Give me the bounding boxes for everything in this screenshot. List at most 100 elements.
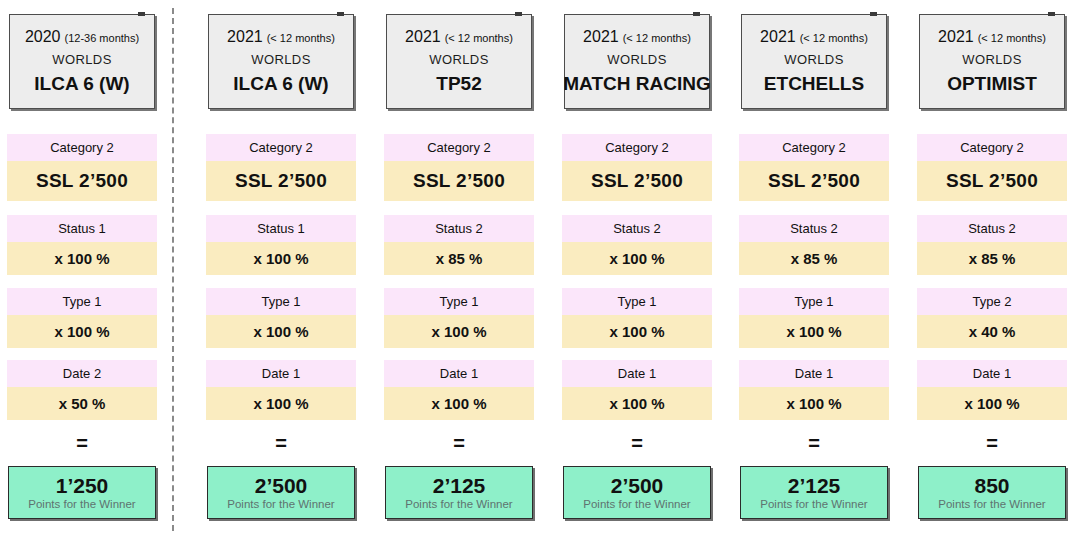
status-label: Status 2 bbox=[384, 215, 534, 242]
category-unit: Category 2 SSL 2’500 bbox=[7, 134, 157, 201]
status-unit: Status 2 x 100 % bbox=[562, 215, 712, 275]
event-period: (< 12 months) bbox=[800, 32, 868, 44]
category-unit: Category 2 SSL 2’500 bbox=[917, 134, 1067, 201]
status-unit: Status 1 x 100 % bbox=[7, 215, 157, 275]
category-value: SSL 2’500 bbox=[917, 161, 1067, 201]
category-label: Category 2 bbox=[739, 134, 889, 161]
date-label: Date 1 bbox=[384, 360, 534, 387]
type-multiplier: x 100 % bbox=[562, 315, 712, 348]
equals-sign: = bbox=[384, 420, 534, 466]
category-label: Category 2 bbox=[206, 134, 356, 161]
event-level: WORLDS bbox=[251, 52, 310, 67]
date-unit: Date 1 x 100 % bbox=[562, 360, 712, 420]
date-unit: Date 1 x 100 % bbox=[917, 360, 1067, 420]
status-multiplier: x 85 % bbox=[739, 242, 889, 275]
date-label: Date 1 bbox=[739, 360, 889, 387]
equals-sign: = bbox=[917, 420, 1067, 466]
date-multiplier: x 100 % bbox=[206, 387, 356, 420]
event-class-name: MATCH RACING bbox=[563, 73, 710, 95]
category-unit: Category 2 SSL 2’500 bbox=[562, 134, 712, 201]
result-box: 2’125 Points for the Winner bbox=[385, 466, 533, 519]
date-unit: Date 1 x 100 % bbox=[739, 360, 889, 420]
category-label: Category 2 bbox=[562, 134, 712, 161]
event-year: 2021 bbox=[405, 28, 441, 46]
event-header-box: 2021 (< 12 months) WORLDS OPTIMIST bbox=[919, 14, 1065, 109]
result-box: 1’250 Points for the Winner bbox=[8, 466, 156, 519]
event-level: WORLDS bbox=[607, 52, 666, 67]
event-header-box: 2020 (12-36 months) WORLDS ILCA 6 (W) bbox=[9, 14, 155, 109]
winner-points-caption: Points for the Winner bbox=[583, 498, 690, 511]
result-box: 2’500 Points for the Winner bbox=[563, 466, 711, 519]
status-multiplier: x 85 % bbox=[384, 242, 534, 275]
event-header-box: 2021 (< 12 months) WORLDS ETCHELLS bbox=[741, 14, 887, 109]
corner-tick-mark bbox=[693, 12, 700, 16]
event-level: WORLDS bbox=[429, 52, 488, 67]
status-multiplier: x 85 % bbox=[917, 242, 1067, 275]
winner-points: 2’500 bbox=[255, 474, 308, 497]
status-unit: Status 2 x 85 % bbox=[384, 215, 534, 275]
date-unit: Date 2 x 50 % bbox=[7, 360, 157, 420]
type-label: Type 2 bbox=[917, 288, 1067, 315]
category-value: SSL 2’500 bbox=[739, 161, 889, 201]
event-period: (12-36 months) bbox=[65, 32, 140, 44]
winner-points-caption: Points for the Winner bbox=[938, 498, 1045, 511]
category-label: Category 2 bbox=[7, 134, 157, 161]
event-class-name: ETCHELLS bbox=[764, 73, 864, 95]
date-label: Date 1 bbox=[206, 360, 356, 387]
column-divider bbox=[172, 8, 174, 531]
winner-points: 850 bbox=[974, 474, 1009, 497]
date-multiplier: x 50 % bbox=[7, 387, 157, 420]
event-header-box: 2021 (< 12 months) WORLDS ILCA 6 (W) bbox=[208, 14, 354, 109]
event-period: (< 12 months) bbox=[623, 32, 691, 44]
category-unit: Category 2 SSL 2’500 bbox=[739, 134, 889, 201]
status-multiplier: x 100 % bbox=[7, 242, 157, 275]
category-label: Category 2 bbox=[384, 134, 534, 161]
status-label: Status 2 bbox=[739, 215, 889, 242]
status-label: Status 2 bbox=[917, 215, 1067, 242]
corner-tick-mark bbox=[337, 12, 344, 16]
type-label: Type 1 bbox=[7, 288, 157, 315]
equals-sign: = bbox=[7, 420, 157, 466]
type-label: Type 1 bbox=[739, 288, 889, 315]
winner-points-caption: Points for the Winner bbox=[405, 498, 512, 511]
date-multiplier: x 100 % bbox=[562, 387, 712, 420]
event-class-name: ILCA 6 (W) bbox=[34, 73, 129, 95]
event-year: 2021 bbox=[760, 28, 796, 46]
result-box: 850 Points for the Winner bbox=[918, 466, 1066, 519]
event-column-optimist: 2021 (< 12 months) WORLDS OPTIMIST Categ… bbox=[917, 0, 1067, 534]
event-year-line: 2021 (< 12 months) bbox=[938, 28, 1046, 46]
event-period: (< 12 months) bbox=[978, 32, 1046, 44]
event-period: (< 12 months) bbox=[267, 32, 335, 44]
winner-points: 2’125 bbox=[788, 474, 841, 497]
event-period: (< 12 months) bbox=[445, 32, 513, 44]
status-unit: Status 1 x 100 % bbox=[206, 215, 356, 275]
event-class-name: OPTIMIST bbox=[947, 73, 1037, 95]
date-label: Date 1 bbox=[562, 360, 712, 387]
equals-sign: = bbox=[206, 420, 356, 466]
equals-sign: = bbox=[739, 420, 889, 466]
corner-tick-mark bbox=[138, 12, 145, 16]
event-column-ilca6w-2021: 2021 (< 12 months) WORLDS ILCA 6 (W) Cat… bbox=[206, 0, 356, 534]
winner-points-caption: Points for the Winner bbox=[227, 498, 334, 511]
result-box: 2’500 Points for the Winner bbox=[207, 466, 355, 519]
status-unit: Status 2 x 85 % bbox=[739, 215, 889, 275]
type-unit: Type 1 x 100 % bbox=[739, 288, 889, 348]
date-unit: Date 1 x 100 % bbox=[384, 360, 534, 420]
type-unit: Type 1 x 100 % bbox=[7, 288, 157, 348]
date-unit: Date 1 x 100 % bbox=[206, 360, 356, 420]
status-multiplier: x 100 % bbox=[206, 242, 356, 275]
status-label: Status 1 bbox=[7, 215, 157, 242]
event-column-etchells: 2021 (< 12 months) WORLDS ETCHELLS Categ… bbox=[739, 0, 889, 534]
category-value: SSL 2’500 bbox=[562, 161, 712, 201]
event-class-name: TP52 bbox=[436, 73, 481, 95]
event-year-line: 2021 (< 12 months) bbox=[583, 28, 691, 46]
date-label: Date 2 bbox=[7, 360, 157, 387]
event-year-line: 2021 (< 12 months) bbox=[405, 28, 513, 46]
event-header-box: 2021 (< 12 months) WORLDS TP52 bbox=[386, 14, 532, 109]
event-year-line: 2020 (12-36 months) bbox=[25, 28, 139, 46]
event-year: 2021 bbox=[227, 28, 263, 46]
type-label: Type 1 bbox=[384, 288, 534, 315]
type-multiplier: x 100 % bbox=[206, 315, 356, 348]
date-label: Date 1 bbox=[917, 360, 1067, 387]
type-unit: Type 1 x 100 % bbox=[384, 288, 534, 348]
